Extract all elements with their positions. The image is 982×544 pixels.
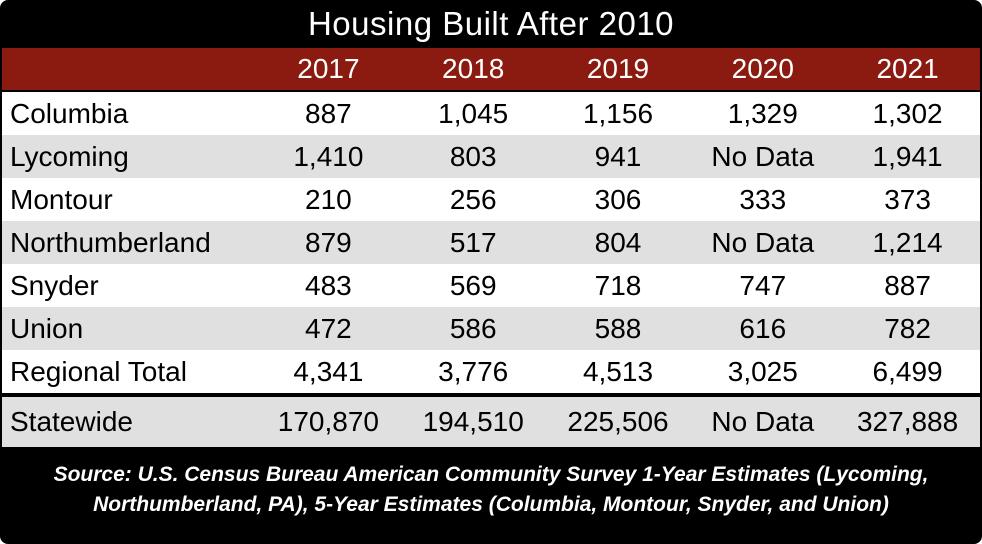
cell: 1,214: [872, 226, 943, 258]
cell: 1,302: [872, 97, 943, 129]
column-header-2021: 2021: [876, 53, 939, 84]
cell: 1,045: [438, 97, 509, 129]
column-header-2019: 2019: [586, 53, 650, 84]
cell: 1,156: [582, 97, 654, 129]
row-label: Union: [10, 312, 84, 344]
row-label: Lycoming: [10, 140, 129, 172]
row-label: Northumberland: [10, 226, 211, 258]
source-note-line2: Northumberland, PA), 5-Year Estimates (C…: [93, 493, 889, 516]
cell: 483: [305, 269, 352, 301]
row-label: Montour: [10, 183, 113, 215]
cell: 887: [884, 269, 931, 301]
cell: 1,941: [872, 140, 943, 172]
cell: 306: [594, 183, 642, 215]
row-label: Regional Total: [10, 355, 187, 387]
cell: 1,410: [293, 140, 364, 172]
cell: 472: [305, 312, 352, 344]
table-row-lycoming: Lycoming 1,410 803 941 No Data 1,941: [2, 135, 980, 178]
cell: No Data: [711, 140, 815, 172]
cell: 586: [449, 312, 497, 344]
cell: 3,025: [727, 355, 798, 387]
table-row-northumberland: Northumberland 879 517 804 No Data 1,214: [2, 221, 980, 264]
table-row-statewide: Statewide 170,870 194,510 225,506 No Dat…: [2, 393, 980, 447]
cell: 804: [594, 226, 642, 258]
row-label: Statewide: [10, 406, 133, 437]
cell: 256: [449, 183, 497, 215]
cell: 225,506: [567, 406, 669, 437]
cell: 327,888: [856, 406, 959, 437]
data-table: 2017 2018 2019 2020 2021 Columbia 887 1,…: [0, 48, 982, 447]
table-row-regional-total: Regional Total 4,341 3,776 4,513 3,025 6…: [2, 350, 980, 393]
page-title: Housing Built After 2010: [307, 5, 675, 42]
cell: 782: [884, 312, 931, 344]
cell: 3,776: [438, 355, 509, 387]
table-header-row: 2017 2018 2019 2020 2021: [2, 48, 980, 92]
cell: 210: [305, 183, 352, 215]
cell: No Data: [711, 406, 815, 437]
cell: 803: [449, 140, 497, 172]
cell: 517: [449, 226, 497, 258]
cell: 718: [594, 269, 642, 301]
cell: 887: [305, 97, 352, 129]
cell: 194,510: [422, 406, 524, 437]
cell: No Data: [711, 226, 815, 258]
cell: 616: [739, 312, 787, 344]
column-header-2018: 2018: [442, 53, 505, 84]
source-note: Source: U.S. Census Bureau American Comm…: [0, 447, 982, 544]
column-header-2020: 2020: [731, 53, 794, 84]
cell: 333: [739, 183, 787, 215]
cell: 747: [739, 269, 787, 301]
cell: 170,870: [277, 406, 379, 437]
cell: 569: [449, 269, 497, 301]
cell: 879: [305, 226, 352, 258]
table-row-montour: Montour 210 256 306 333 373: [2, 178, 980, 221]
table-row-union: Union 472 586 588 616 782: [2, 307, 980, 350]
cell: 941: [594, 140, 642, 172]
cell: 4,513: [582, 355, 654, 387]
cell: 373: [884, 183, 931, 215]
cell: 1,329: [727, 97, 798, 129]
table-row-columbia: Columbia 887 1,045 1,156 1,329 1,302: [2, 92, 980, 135]
source-note-line1: Source: U.S. Census Bureau American Comm…: [53, 463, 929, 486]
table-row-snyder: Snyder 483 569 718 747 887: [2, 264, 980, 307]
cell: 4,341: [293, 355, 364, 387]
cell: 6,499: [872, 355, 943, 387]
cell: 588: [594, 312, 642, 344]
row-label: Snyder: [10, 269, 99, 301]
column-header-2017: 2017: [297, 53, 360, 84]
row-label: Columbia: [10, 97, 129, 129]
